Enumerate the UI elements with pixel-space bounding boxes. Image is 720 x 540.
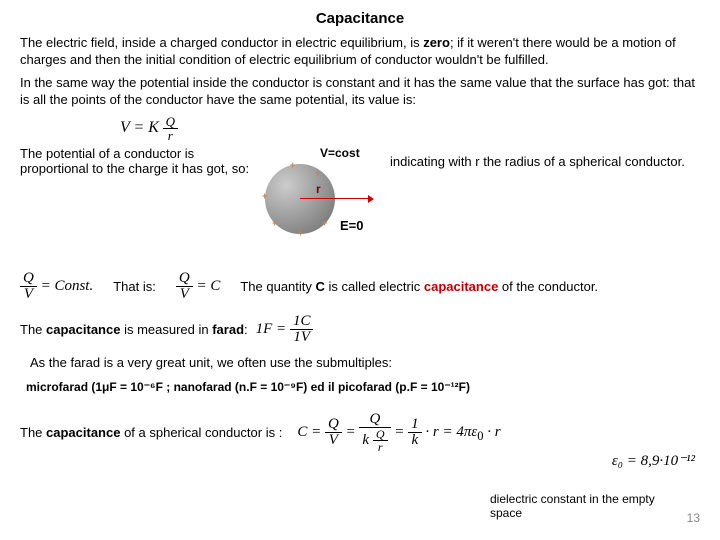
vkq-den: r	[163, 129, 178, 142]
radius-arrow	[368, 195, 374, 203]
qa: The quantity	[240, 279, 315, 294]
page-number: 13	[687, 511, 700, 525]
sph-lhs: C =	[297, 424, 325, 440]
e0-label: E=0	[340, 218, 364, 233]
cap-num: Q	[176, 271, 193, 287]
farad-lhs: 1F =	[256, 321, 290, 337]
paragraph-1: The electric field, inside a charged con…	[20, 35, 700, 69]
capacitance-word-2: capacitance	[46, 322, 120, 337]
farad-num: 1C	[290, 314, 314, 330]
sphere-diagram: V=cost r E=0 + + + + + +	[260, 146, 380, 256]
radius-line	[300, 198, 370, 199]
plus-icon: +	[290, 160, 295, 170]
sph-a: The	[20, 425, 46, 440]
farad-word: farad	[212, 322, 244, 337]
sph-d2: k Q r	[359, 428, 390, 453]
qC: C	[316, 279, 325, 294]
para1-a: The electric field, inside a charged con…	[20, 35, 423, 50]
plus-icon: +	[298, 228, 303, 238]
cap-den: V	[176, 287, 193, 302]
qc: of the conductor.	[498, 279, 598, 294]
bottom-row: The capacitance of a spherical conductor…	[20, 412, 700, 453]
zero-word: zero	[423, 35, 450, 50]
units-row: microfarad (1μF = 10⁻⁶F ; nanofarad (n.F…	[26, 380, 700, 394]
sph-d1: V	[325, 433, 342, 448]
const-suffix: = Const.	[37, 278, 93, 294]
farad-formula: 1F = 1C 1V	[256, 314, 314, 345]
farad-row: The capacitance is measured in farad: 1F…	[20, 314, 700, 345]
vkq-num: Q	[163, 115, 178, 129]
plus-icon: +	[315, 168, 320, 178]
const-num: Q	[20, 271, 37, 287]
dielectric-text: dielectric constant in the empty space	[490, 492, 660, 520]
sph-b: of a spherical conductor is :	[120, 425, 282, 440]
plus-icon: +	[262, 191, 267, 201]
measured-b: is measured in	[120, 322, 212, 337]
vcost-label: V=cost	[320, 146, 360, 160]
potential-text: The potential of a conductor is proporti…	[20, 146, 250, 176]
capacitance-word: capacitance	[424, 279, 498, 294]
farad-den: 1V	[290, 330, 314, 345]
vkq-lhs: V = K	[120, 119, 159, 136]
indicating-text: indicating with r the radius of a spheri…	[390, 146, 700, 169]
sph-n1: Q	[325, 417, 342, 433]
formula-cap: Q V = C	[176, 271, 220, 302]
plus-icon: +	[322, 218, 327, 228]
eps0-formula: ε₀ = 8,9·10⁻¹²	[612, 451, 695, 470]
submultiples-text: As the farad is a very great unit, we of…	[30, 355, 700, 370]
formula-sphere: C = Q V = Q k Q r = 1 k · r = 4πε0 · r	[297, 412, 500, 453]
capacitance-word-3: capacitance	[46, 425, 120, 440]
qb: is called electric	[325, 279, 424, 294]
const-den: V	[20, 287, 37, 302]
slide-title: Capacitance	[20, 10, 700, 27]
sph-mid: =	[346, 424, 360, 440]
r-label: r	[316, 182, 321, 196]
formula-vkq: V = K Q r	[120, 115, 700, 142]
const-row: Q V = Const. That is: Q V = C The quanti…	[20, 271, 700, 302]
cap-suffix: = C	[193, 278, 221, 294]
formula-const: Q V = Const.	[20, 271, 93, 302]
plus-icon: +	[272, 218, 277, 228]
quantity-text: The quantity C is called electric capaci…	[240, 279, 598, 294]
paragraph-2: In the same way the potential inside the…	[20, 75, 700, 109]
that-is: That is:	[113, 279, 156, 294]
sph-n2: Q	[359, 412, 390, 428]
measured-a: The	[20, 322, 46, 337]
